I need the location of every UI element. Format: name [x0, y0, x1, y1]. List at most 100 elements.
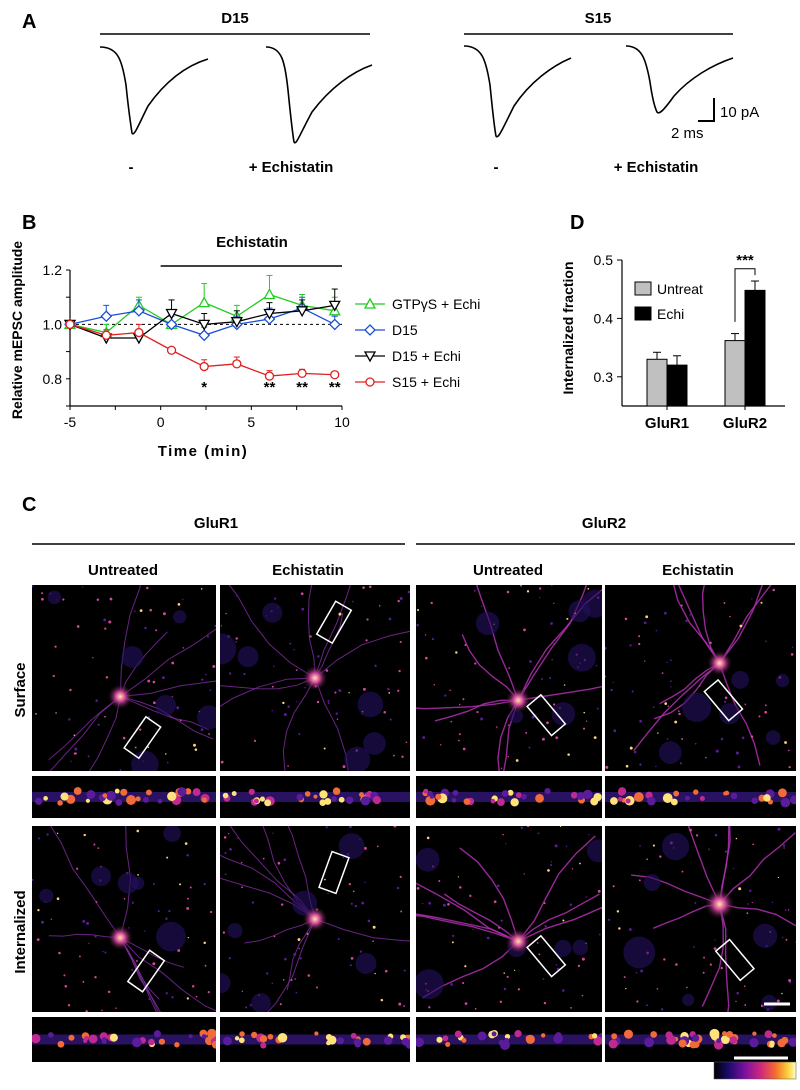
zoom-region-box	[315, 600, 353, 645]
puncta	[526, 590, 530, 593]
puncta	[82, 919, 86, 923]
d-bar-glur2-echi	[744, 289, 766, 407]
background-haze	[357, 691, 384, 718]
puncta	[245, 1006, 248, 1009]
background-haze	[237, 646, 259, 668]
zoom-strip-internalized-glur1-echistatin	[220, 1017, 410, 1062]
synaptic-puncta	[678, 1039, 687, 1048]
puncta	[393, 826, 397, 828]
puncta	[476, 711, 479, 714]
puncta	[776, 999, 780, 1003]
puncta	[271, 982, 274, 984]
synaptic-puncta	[238, 1037, 245, 1044]
puncta	[666, 661, 668, 663]
dendrite	[461, 634, 519, 701]
b-legend-label: GTPγS + Echi	[392, 296, 480, 312]
background-haze	[682, 993, 695, 1006]
puncta	[236, 595, 238, 597]
synaptic-puncta	[452, 789, 459, 796]
background-haze	[155, 694, 177, 716]
puncta	[629, 644, 632, 647]
puncta	[540, 678, 543, 680]
b-x-tick-label: 5	[247, 414, 255, 430]
puncta	[136, 829, 140, 833]
b-legend-item-d15-echi: D15 + Echi	[355, 348, 461, 364]
synaptic-puncta	[724, 790, 730, 796]
puncta	[32, 585, 34, 587]
puncta	[388, 617, 392, 621]
background-haze	[658, 741, 682, 764]
puncta	[566, 617, 569, 620]
puncta	[50, 918, 53, 920]
synaptic-puncta	[644, 1037, 655, 1048]
puncta	[139, 609, 143, 613]
puncta	[383, 711, 386, 714]
background-haze	[121, 646, 144, 668]
puncta	[507, 755, 510, 758]
puncta	[182, 647, 184, 649]
puncta	[293, 648, 295, 651]
puncta	[724, 850, 728, 853]
background-haze	[765, 730, 781, 745]
d-bar-glur1-untreat	[646, 358, 668, 407]
puncta	[480, 717, 484, 721]
trace-d15-echistatin	[265, 46, 373, 144]
puncta	[365, 639, 368, 642]
synaptic-puncta	[752, 1031, 757, 1036]
synaptic-puncta	[790, 795, 796, 805]
puncta	[550, 861, 553, 863]
zoom-strip-surface-glur1-echistatin	[220, 776, 410, 818]
soma	[107, 683, 134, 710]
soma	[703, 888, 736, 921]
puncta	[472, 929, 474, 931]
puncta	[464, 1002, 468, 1005]
puncta	[777, 876, 780, 879]
panel-b-letter: B	[22, 212, 36, 234]
b-legend-label: S15 + Echi	[392, 374, 460, 390]
puncta	[605, 765, 609, 769]
image-background	[605, 826, 796, 1012]
synaptic-puncta	[32, 1033, 41, 1044]
d-legend: Untreat Echi	[634, 281, 703, 322]
puncta	[737, 765, 741, 769]
dendrite	[475, 585, 519, 701]
puncta	[271, 685, 274, 688]
puncta	[514, 969, 516, 971]
dendrite	[50, 826, 121, 938]
puncta	[235, 641, 238, 643]
puncta	[523, 873, 525, 875]
puncta	[723, 602, 726, 604]
synaptic-puncta	[350, 1032, 357, 1039]
puncta	[681, 870, 684, 873]
b-marker	[263, 308, 276, 320]
b-series: * ** ** **	[63, 274, 341, 396]
puncta	[68, 718, 71, 721]
puncta	[458, 739, 460, 742]
synaptic-puncta	[650, 1031, 658, 1038]
puncta	[669, 680, 672, 683]
d-category-label: GluR1	[645, 415, 689, 432]
background-haze	[117, 872, 139, 894]
dendrite	[416, 914, 519, 942]
puncta	[147, 746, 150, 749]
scale-bar: 10 pA 2 ms	[671, 98, 759, 142]
d-significance-bracket	[734, 268, 756, 322]
puncta	[750, 735, 754, 738]
synaptic-puncta	[769, 1040, 775, 1046]
b-legend-item-gtp-s-echi: GTPγS + Echi	[355, 296, 480, 312]
c-row-label-surface: Surface	[12, 662, 29, 717]
synaptic-puncta	[490, 798, 496, 804]
puncta	[422, 736, 426, 739]
background-haze	[163, 826, 181, 843]
puncta	[588, 833, 590, 836]
synaptic-puncta	[267, 1033, 274, 1040]
puncta	[553, 602, 555, 605]
panel-c-letter: C	[22, 494, 36, 516]
puncta	[450, 720, 453, 723]
dendrite	[517, 585, 588, 701]
background-haze	[196, 705, 216, 730]
puncta	[751, 598, 753, 600]
puncta	[146, 586, 149, 590]
puncta	[262, 857, 265, 860]
puncta	[372, 940, 374, 942]
